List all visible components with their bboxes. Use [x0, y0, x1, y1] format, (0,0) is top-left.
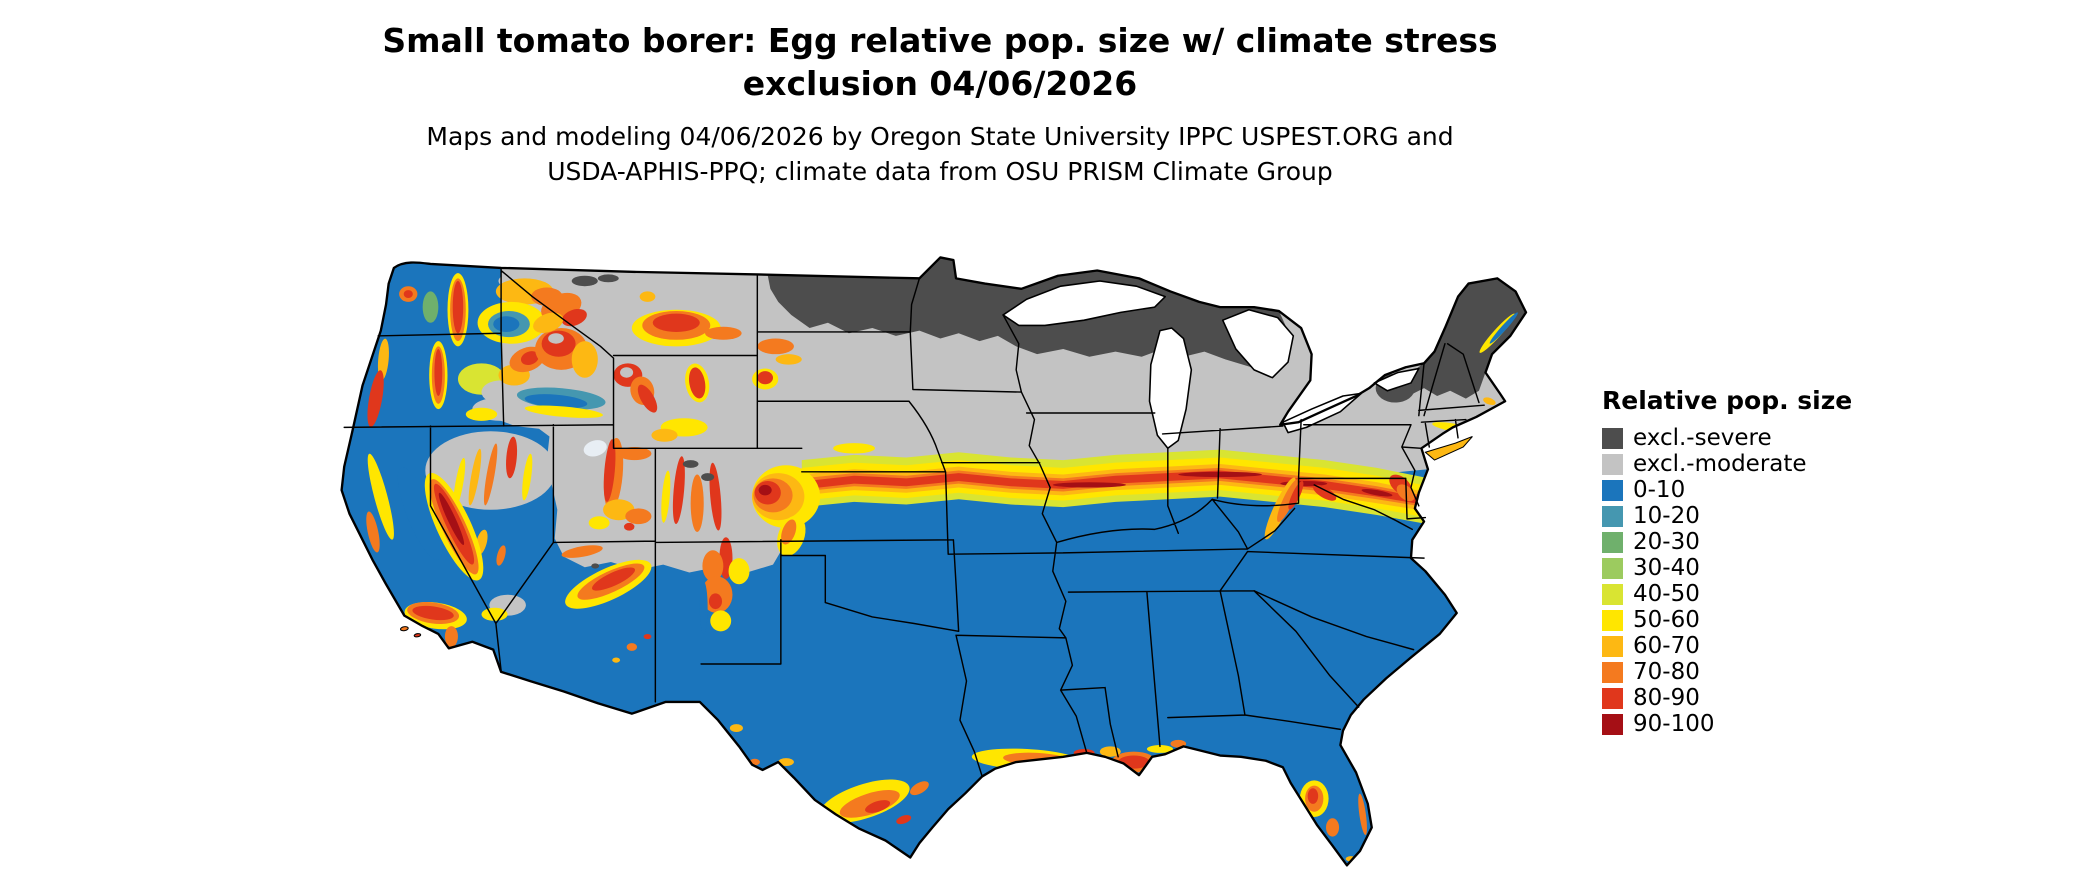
legend-item: 70-80 — [1602, 658, 1902, 685]
lake-michigan — [1148, 327, 1193, 450]
channel-island — [413, 633, 422, 638]
legend-title: Relative pop. size — [1602, 386, 1853, 415]
legend-item: 80-90 — [1602, 684, 1902, 711]
legend-color-swatch — [1602, 505, 1623, 527]
legend-item: excl.-severe — [1602, 424, 1902, 451]
islands — [399, 436, 1473, 638]
legend-color-swatch — [1602, 609, 1623, 631]
legend-item: 50-60 — [1602, 606, 1902, 633]
legend-color-swatch — [1602, 661, 1623, 683]
legend-item-label: excl.-moderate — [1633, 450, 1807, 477]
lake-superior — [1002, 280, 1166, 327]
legend-item-label: 80-90 — [1633, 684, 1700, 711]
legend-item-label: 0-10 — [1633, 476, 1686, 503]
legend-item: 20-30 — [1602, 528, 1902, 555]
legend-item: 30-40 — [1602, 554, 1902, 581]
channel-island — [399, 626, 409, 632]
legend-item: 0-10 — [1602, 476, 1902, 503]
long-island — [1424, 436, 1473, 461]
lake-huron — [1221, 308, 1295, 379]
legend-color-swatch — [1602, 583, 1623, 605]
legend-item: 10-20 — [1602, 502, 1902, 529]
state-borders — [343, 267, 1485, 778]
legend-color-swatch — [1602, 635, 1623, 657]
legend-item-label: excl.-severe — [1633, 424, 1772, 451]
us-map — [305, 228, 1560, 883]
lake-ontario — [1373, 367, 1420, 392]
map-title: Small tomato borer: Egg relative pop. si… — [382, 21, 1498, 103]
us-outline — [340, 256, 1528, 867]
legend-item: 60-70 — [1602, 632, 1902, 659]
legend-item-label: 40-50 — [1633, 580, 1700, 607]
legend-color-swatch — [1602, 713, 1623, 735]
us-map-svg — [340, 256, 1528, 867]
legend-item: 90-100 — [1602, 710, 1902, 737]
legend-item-label: 50-60 — [1633, 606, 1700, 633]
legend-item-label: 90-100 — [1633, 710, 1715, 737]
legend-item-label: 70-80 — [1633, 658, 1700, 685]
legend-item-label: 10-20 — [1633, 502, 1700, 529]
legend-item: excl.-moderate — [1602, 450, 1902, 477]
legend-color-swatch — [1602, 687, 1623, 709]
legend-color-swatch — [1602, 427, 1623, 449]
legend-color-swatch — [1602, 531, 1623, 553]
map-subtitle: Maps and modeling 04/06/2026 by Oregon S… — [426, 122, 1454, 186]
legend-color-swatch — [1602, 479, 1623, 501]
legend-color-swatch — [1602, 557, 1623, 579]
map-legend: Relative pop. size excl.-severe excl.-mo… — [1602, 386, 1902, 739]
legend-item-label: 20-30 — [1633, 528, 1700, 555]
legend-color-swatch — [1602, 453, 1623, 475]
legend-item-label: 30-40 — [1633, 554, 1700, 581]
legend-item-label: 60-70 — [1633, 632, 1700, 659]
legend-item: 40-50 — [1602, 580, 1902, 607]
